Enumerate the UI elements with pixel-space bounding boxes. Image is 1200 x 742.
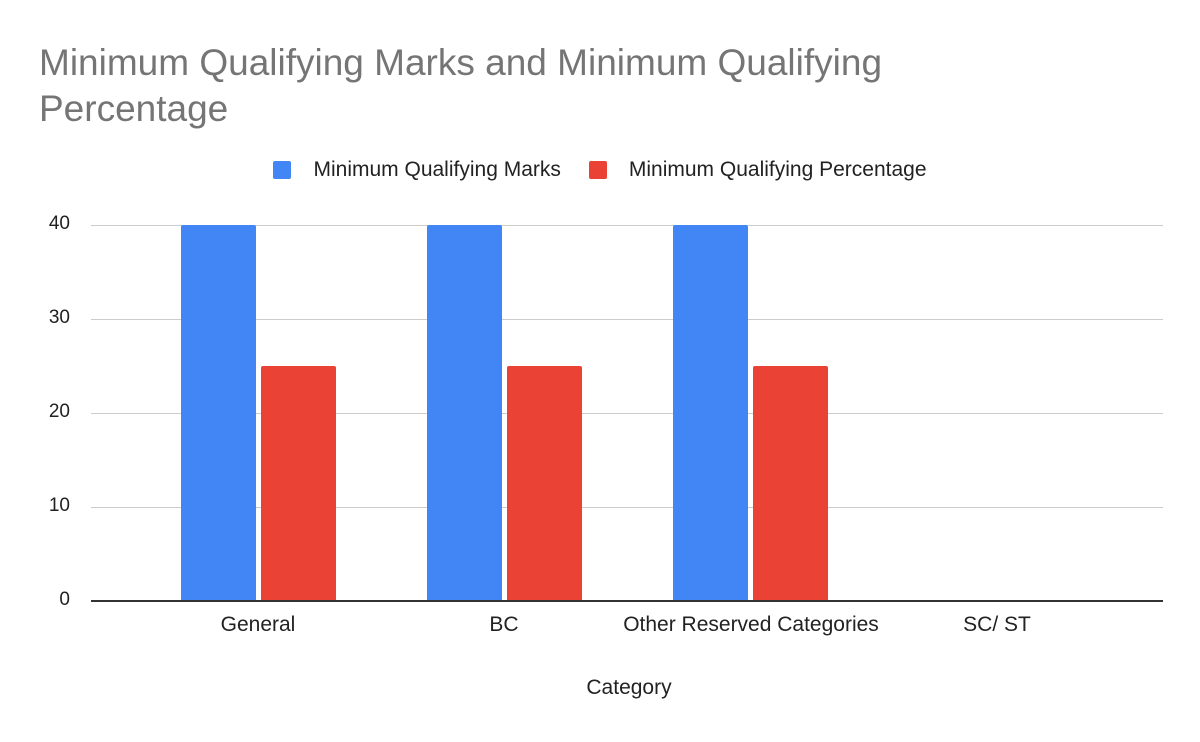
legend-swatch-marks xyxy=(273,161,292,179)
bar-bc-marks[interactable] xyxy=(427,225,502,601)
bar-other-reserved-percentage[interactable] xyxy=(753,366,828,601)
y-tick-40: 40 xyxy=(48,213,70,234)
legend-label-percentage: Minimum Qualifying Percentage xyxy=(628,158,927,181)
x-tick-other-reserved: Other Reserved Categories xyxy=(623,613,879,636)
bar-bc-percentage[interactable] xyxy=(507,366,582,601)
gridline-20 xyxy=(91,413,1163,414)
x-axis-line xyxy=(91,600,1163,602)
legend-item-marks[interactable]: Minimum Qualifying Marks xyxy=(273,158,561,182)
bar-general-percentage[interactable] xyxy=(261,366,336,601)
legend-label-marks: Minimum Qualifying Marks xyxy=(313,158,561,181)
gridline-40 xyxy=(91,225,1163,226)
bar-general-marks[interactable] xyxy=(181,225,256,601)
legend-swatch-percentage xyxy=(588,161,607,179)
bar-other-reserved-marks[interactable] xyxy=(673,225,748,601)
y-tick-0: 0 xyxy=(59,589,70,610)
x-tick-sc-st: SC/ ST xyxy=(963,613,1031,636)
x-tick-general: General xyxy=(220,613,296,636)
x-axis-title: Category xyxy=(586,676,672,699)
y-tick-30: 30 xyxy=(48,307,70,328)
y-tick-20: 20 xyxy=(48,401,70,422)
gridline-10 xyxy=(91,507,1163,508)
legend-item-percentage[interactable]: Minimum Qualifying Percentage xyxy=(588,158,927,182)
chart-title-line-2: Percentage xyxy=(39,88,229,129)
y-tick-10: 10 xyxy=(48,495,70,516)
gridline-30 xyxy=(91,319,1163,320)
chart-title: Minimum Qualifying Marks and Minimum Qua… xyxy=(39,40,999,132)
legend: Minimum Qualifying Marks Minimum Qualify… xyxy=(0,158,1200,182)
x-tick-bc: BC xyxy=(489,613,519,636)
chart-title-line-1: Minimum Qualifying Marks and Minimum Qua… xyxy=(39,42,883,83)
plot-area xyxy=(91,225,1163,602)
